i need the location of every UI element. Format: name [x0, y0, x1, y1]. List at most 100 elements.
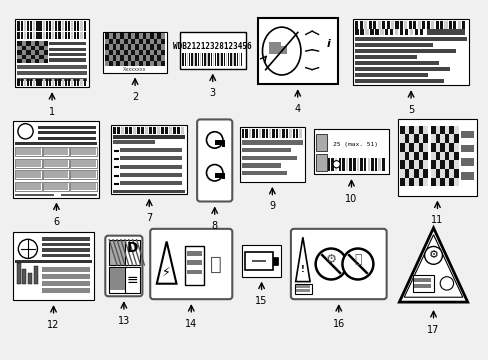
Bar: [413, 160, 418, 169]
Bar: [242, 171, 287, 175]
Bar: [453, 152, 458, 160]
Bar: [58, 21, 61, 31]
Bar: [389, 30, 393, 35]
Bar: [419, 30, 422, 35]
Bar: [157, 50, 161, 55]
Bar: [120, 50, 123, 55]
Text: 8: 8: [211, 221, 217, 231]
Bar: [161, 33, 164, 39]
Bar: [355, 78, 444, 82]
Bar: [161, 127, 164, 134]
Bar: [262, 129, 264, 138]
Text: 4: 4: [294, 104, 300, 114]
Bar: [52, 21, 54, 31]
Bar: [26, 41, 31, 46]
Bar: [16, 181, 41, 191]
Text: i: i: [325, 39, 329, 49]
Bar: [127, 55, 131, 61]
Bar: [68, 79, 70, 86]
Bar: [120, 165, 182, 169]
Bar: [80, 79, 82, 86]
Bar: [422, 126, 427, 134]
Circle shape: [315, 248, 346, 279]
Bar: [173, 127, 176, 134]
Bar: [16, 142, 97, 145]
Text: 15: 15: [255, 296, 267, 306]
Bar: [17, 183, 41, 190]
Bar: [400, 152, 404, 160]
Bar: [460, 145, 473, 152]
Bar: [116, 39, 120, 44]
Bar: [422, 160, 427, 169]
Bar: [161, 44, 164, 50]
Text: 3: 3: [209, 88, 215, 98]
Bar: [177, 127, 180, 134]
Bar: [22, 41, 26, 46]
Bar: [17, 263, 20, 284]
Bar: [113, 127, 116, 134]
Bar: [418, 134, 422, 143]
Bar: [153, 50, 157, 55]
Bar: [133, 127, 136, 134]
Bar: [355, 49, 455, 53]
Bar: [412, 275, 433, 292]
Bar: [77, 21, 80, 31]
Bar: [400, 178, 404, 186]
Bar: [111, 125, 187, 194]
Bar: [418, 126, 422, 134]
Text: 17: 17: [427, 325, 439, 334]
Bar: [55, 21, 57, 31]
Bar: [370, 158, 373, 171]
Bar: [58, 79, 61, 86]
Bar: [71, 21, 73, 31]
Bar: [413, 169, 418, 178]
Bar: [439, 21, 442, 29]
Bar: [109, 39, 113, 44]
Bar: [197, 53, 199, 66]
Bar: [338, 158, 341, 171]
Bar: [386, 21, 389, 29]
Bar: [363, 158, 366, 171]
Circle shape: [439, 277, 453, 290]
Bar: [55, 32, 57, 39]
Bar: [105, 39, 109, 44]
Bar: [165, 127, 168, 134]
Bar: [186, 270, 202, 274]
Bar: [413, 126, 418, 134]
Bar: [418, 143, 422, 152]
Bar: [314, 129, 388, 174]
Bar: [42, 32, 45, 39]
Bar: [179, 32, 245, 69]
Bar: [214, 53, 216, 66]
Bar: [153, 39, 157, 44]
Bar: [413, 278, 429, 282]
Bar: [109, 240, 125, 265]
Bar: [217, 53, 218, 66]
Bar: [153, 61, 157, 66]
Bar: [43, 54, 48, 59]
Bar: [345, 158, 347, 171]
Bar: [18, 21, 20, 31]
Bar: [105, 55, 109, 61]
Bar: [404, 134, 408, 143]
Bar: [265, 129, 267, 138]
Bar: [394, 30, 398, 35]
Bar: [430, 126, 435, 134]
Bar: [448, 152, 453, 160]
Bar: [404, 169, 408, 178]
Circle shape: [332, 161, 340, 168]
Bar: [355, 21, 358, 29]
Bar: [234, 53, 235, 66]
Bar: [214, 140, 223, 145]
Bar: [27, 79, 29, 86]
Bar: [413, 284, 429, 288]
Bar: [18, 79, 20, 86]
Bar: [43, 50, 48, 54]
Bar: [142, 55, 146, 61]
Bar: [70, 147, 96, 157]
Bar: [118, 279, 125, 290]
Bar: [316, 154, 326, 171]
Bar: [20, 32, 23, 39]
Bar: [113, 33, 116, 39]
Bar: [46, 21, 48, 31]
